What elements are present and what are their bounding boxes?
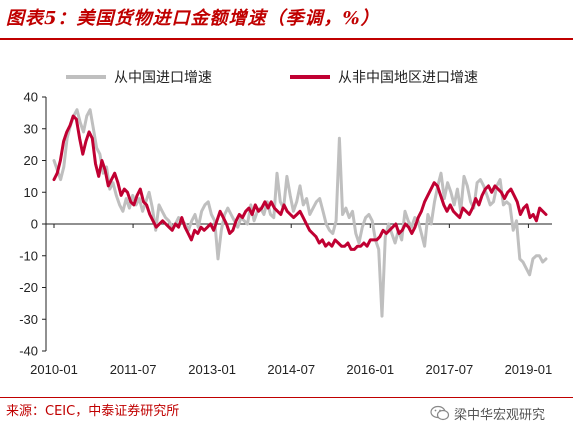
- source-note: 来源：CEIC，中泰证券研究所: [6, 404, 180, 419]
- y-tick-label: -10: [19, 248, 38, 263]
- y-tick-label: 30: [24, 121, 38, 136]
- series-lines: [52, 108, 548, 318]
- x-tick-label: 2019-01: [505, 362, 553, 377]
- title-rule: [0, 38, 573, 40]
- y-tick-label: 0: [31, 217, 38, 232]
- series-line-china: [52, 108, 548, 318]
- legend: 从中国进口增速 从非中国地区进口增速: [66, 70, 478, 86]
- y-tick-label: 10: [24, 185, 38, 200]
- y-tick-label: -20: [19, 280, 38, 295]
- y-tick-label: -30: [19, 312, 38, 327]
- x-tick-label: 2010-01: [30, 362, 78, 377]
- x-tick-label: 2011-07: [110, 362, 157, 377]
- y-tick-label: -40: [19, 344, 38, 359]
- axes: 40 30 20 10 0 -10 -20 -30 -40 2010-01 2011-07 2013-…: [19, 90, 552, 378]
- watermark: 梁中华宏观研究: [430, 402, 545, 424]
- y-tick-label: 20: [24, 153, 38, 168]
- x-tick-label: 2014-07: [267, 362, 315, 377]
- y-tick-label: 40: [24, 90, 38, 105]
- x-tick-label: 2016-01: [346, 362, 394, 377]
- source-rule: [0, 397, 573, 398]
- series-line-non-china: [52, 114, 548, 251]
- wechat-icon: [430, 405, 450, 421]
- legend-label-non-china: 从非中国地区进口增速: [338, 70, 478, 86]
- chart-title: 图表5：美国货物进口金额增速（季调，%）: [6, 8, 380, 29]
- legend-label-china: 从中国进口增速: [114, 70, 212, 86]
- watermark-text: 梁中华宏观研究: [454, 407, 546, 423]
- x-tick-label: 2013-01: [188, 362, 236, 377]
- line-chart: 从中国进口增速 从非中国地区进口增速 40 30 20 10 0 -10 -20 -30 -40…: [19, 70, 552, 378]
- x-tick-label: 2017-07: [425, 362, 473, 377]
